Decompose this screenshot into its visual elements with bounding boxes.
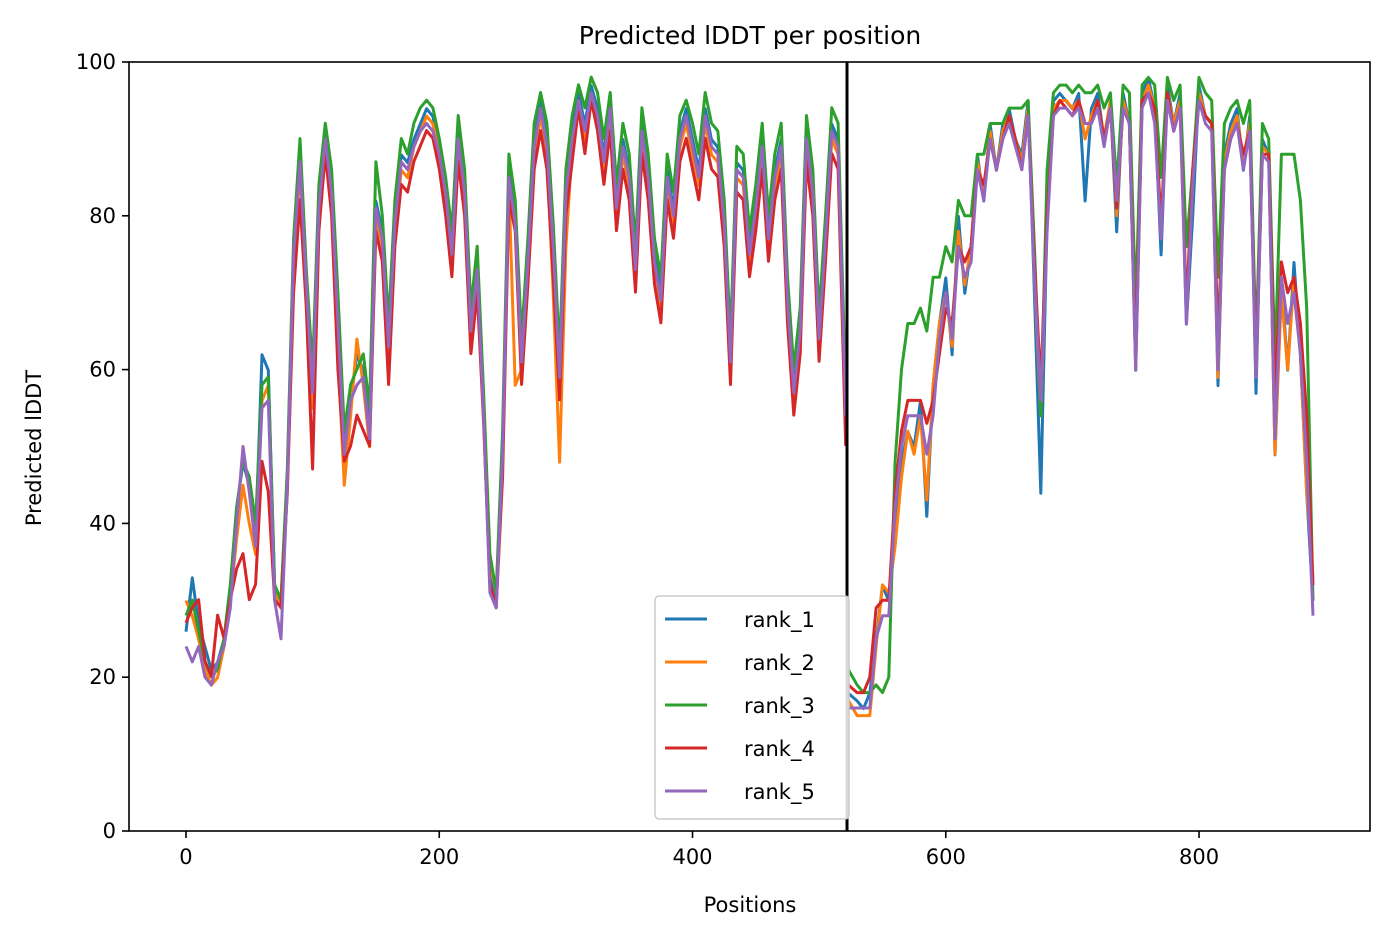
legend: rank_1 rank_2 rank_3 rank_4 rank_5 [654, 595, 850, 820]
legend-box [654, 595, 850, 820]
series-layer [184, 75, 1315, 718]
x-tick-label: 800 [1179, 845, 1219, 869]
series-line-rank-5-b [848, 91, 1315, 710]
x-tick-label: 400 [672, 845, 712, 869]
y-tick-label: 100 [76, 50, 116, 74]
x-tick-label: 200 [419, 845, 459, 869]
y-tick-label: 20 [89, 665, 116, 689]
y-tick-label: 0 [103, 819, 116, 843]
x-tick-label: 0 [179, 845, 192, 869]
chart-title: Predicted lDDT per position [579, 21, 921, 50]
x-axis-title: Positions [704, 893, 797, 917]
y-axis: 0 20 40 60 80 100 [76, 50, 129, 843]
x-axis: 0 200 400 600 800 [179, 831, 1219, 869]
series-line-rank-3-b [846, 75, 1315, 695]
y-tick-label: 60 [89, 358, 116, 382]
x-tick-label: 600 [926, 845, 966, 869]
legend-label-rank-1: rank_1 [744, 608, 815, 633]
y-tick-label: 80 [89, 204, 116, 228]
legend-label-rank-3: rank_3 [744, 694, 815, 719]
legend-label-rank-5: rank_5 [744, 780, 815, 805]
series-line-rank-5 [184, 91, 848, 687]
legend-label-rank-4: rank_4 [744, 737, 815, 762]
legend-label-rank-2: rank_2 [744, 651, 815, 676]
y-tick-label: 40 [89, 511, 116, 535]
plot-frame [128, 61, 1371, 832]
y-axis-title: Predicted lDDT [22, 370, 46, 526]
